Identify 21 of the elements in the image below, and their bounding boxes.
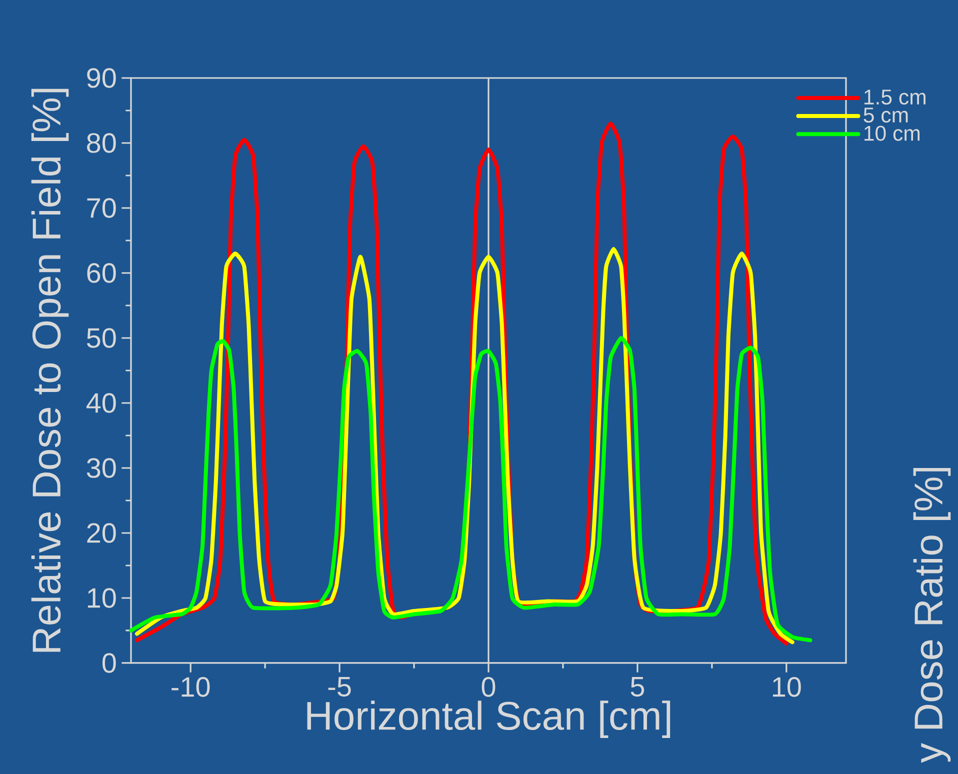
y-tick-label: 10 [88,588,116,608]
legend-label: 5 cm [864,108,908,123]
x-tick-label: -5 [328,677,351,697]
y-axis-title: Relative Dose to Open Field [%] [31,88,69,652]
y-tick-label: 80 [87,133,116,153]
y-tick-label: 90 [87,68,116,88]
y-tick-label: 30 [86,458,116,478]
x-tick-label: 5 [630,677,644,697]
y-tick-label: 20 [87,523,116,543]
legend-label: 1.5 cm [864,90,926,105]
y-tick-label: 70 [87,198,116,218]
x-tick-label: 10 [772,677,801,697]
text: y Dose Ratio [%] [913,468,951,763]
y-tick-label: 50 [86,328,116,348]
x-axis-title: Horizontal Scan [cm] [307,700,670,738]
x-tick-label: 0 [482,677,496,697]
y-tick-label: 40 [86,393,116,413]
y-tick-label: 0 [102,653,116,673]
y-tick-label: 60 [87,263,116,283]
legend-label: 10 cm [864,126,920,141]
x-tick-label: -10 [172,677,210,697]
